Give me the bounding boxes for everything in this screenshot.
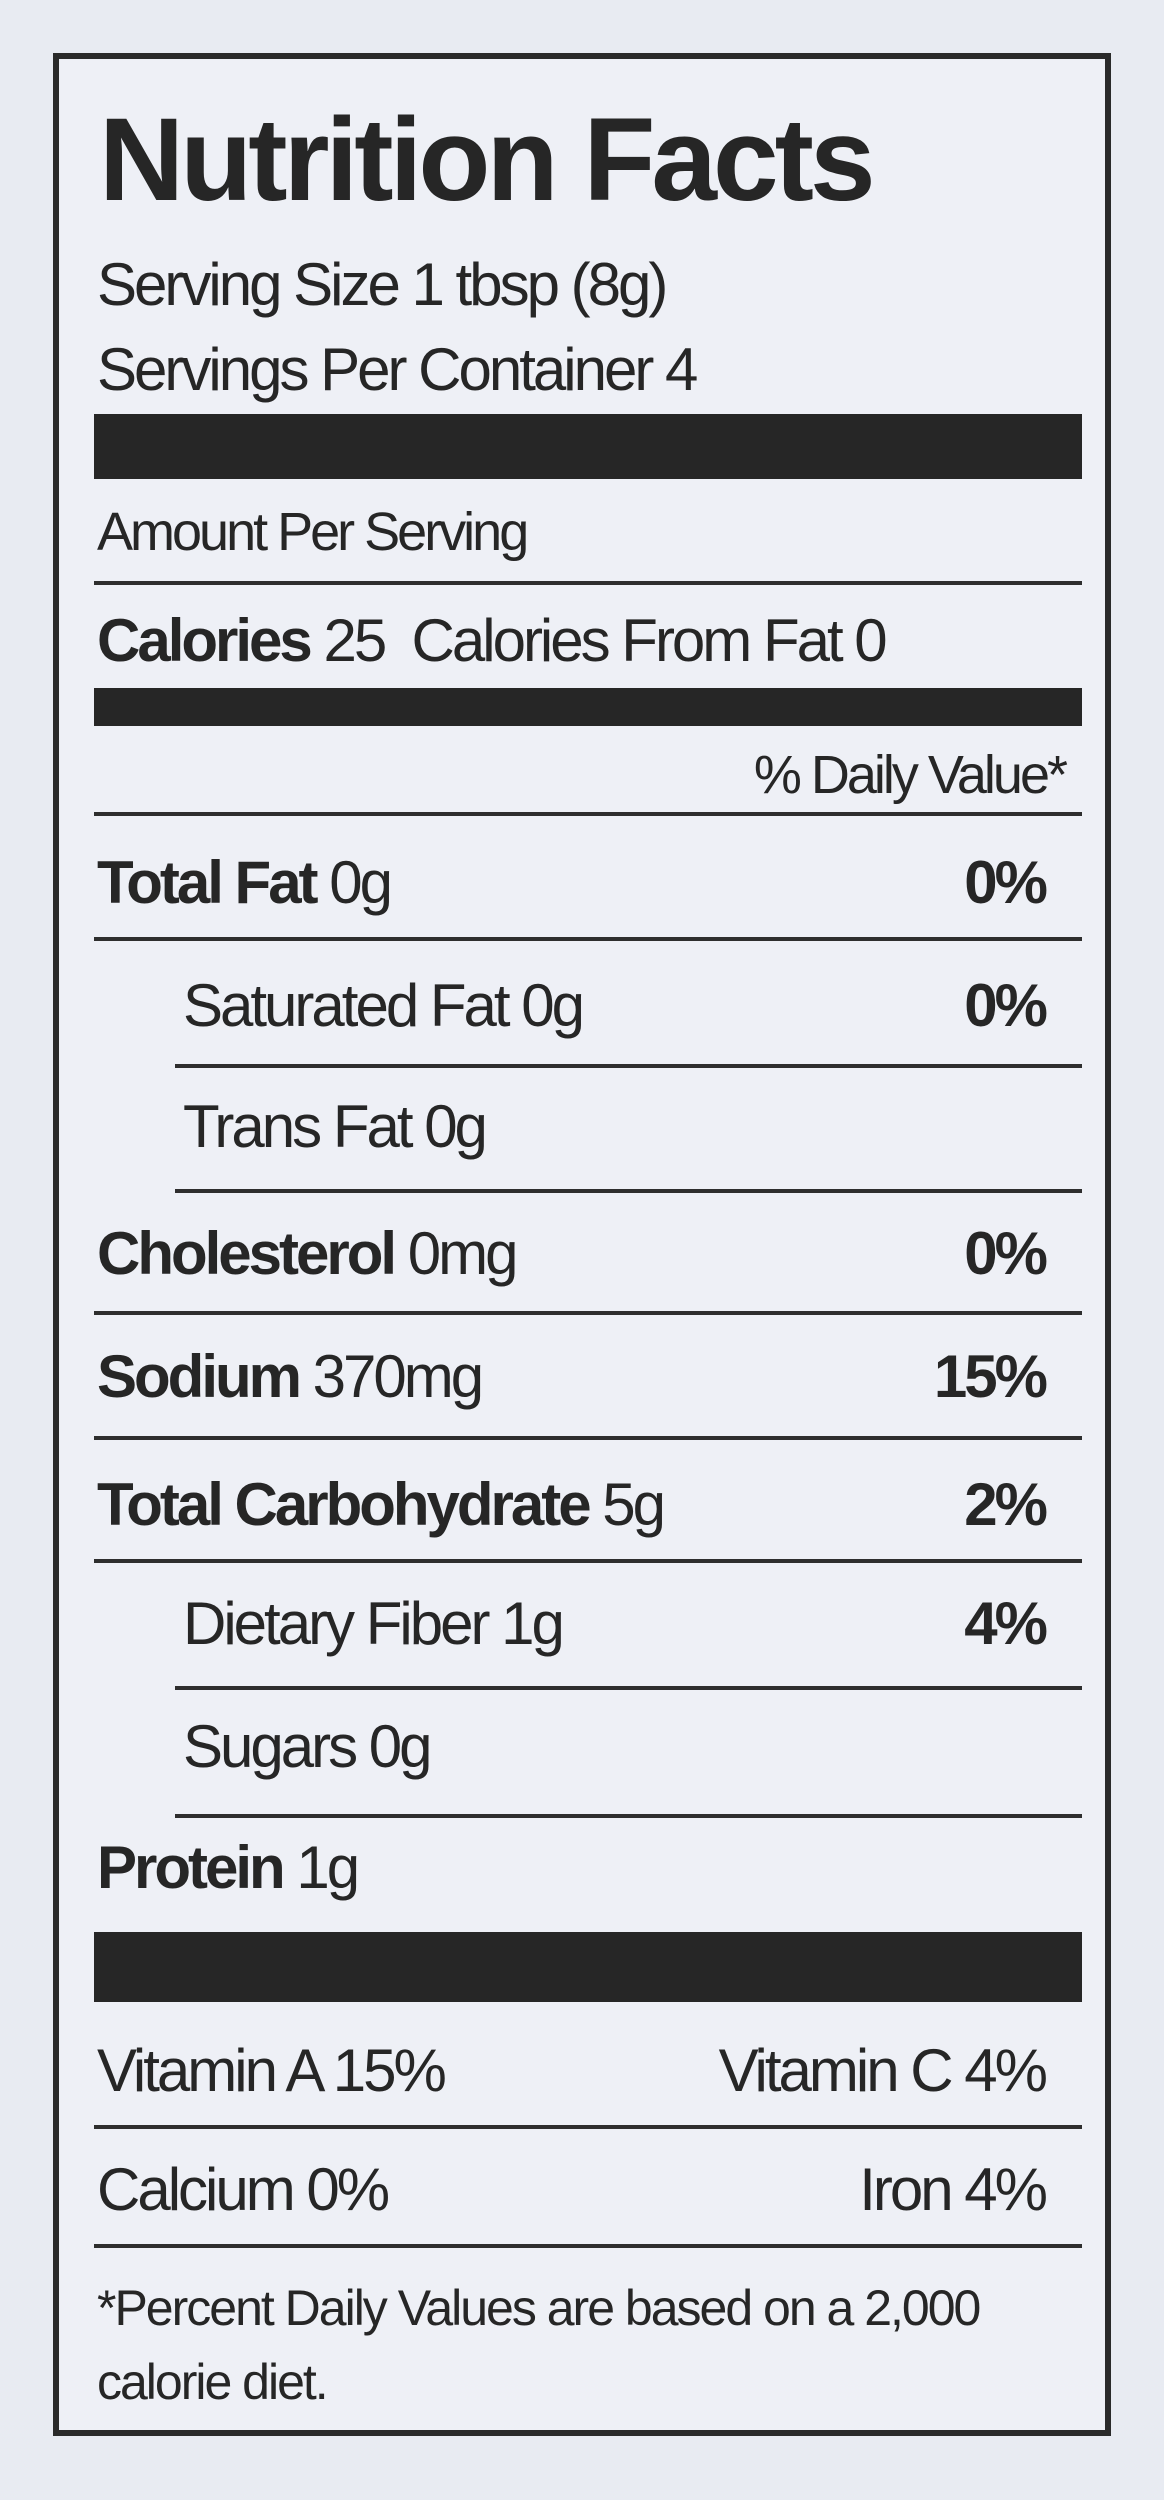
nutrient-label: Cholesterol [97,1220,397,1287]
title: Nutrition Facts [99,94,876,226]
divider [94,2244,1082,2248]
nutrient-amount: 5g [602,1471,666,1538]
vitamin-right: Iron 4% [859,2156,1048,2223]
calories-row: Calories 25 Calories From Fat 0 [97,606,888,676]
nutrient-amount: 1g [296,1834,360,1901]
nutrient-dv: 15% [933,1343,1048,1410]
nutrient-label: Trans Fat [183,1093,414,1160]
nutrient-label: Protein [97,1834,286,1901]
nutrient-label: Sugars [183,1713,358,1780]
nutrient-dv: 0% [964,1220,1048,1287]
nutrient-amount: 0g [424,1093,488,1160]
nutrient-label: Total Carbohydrate [97,1471,592,1538]
calories-from-fat: Calories From Fat 0 [411,607,888,674]
vitamin-right: Vitamin C 4% [718,2037,1048,2104]
medium-bar [94,688,1082,726]
divider [94,1559,1082,1563]
divider [94,937,1082,941]
daily-value-header: % Daily Value* [753,745,1068,805]
thick-bar [94,1932,1082,2002]
divider [94,1311,1082,1315]
nutrient-amount: 1g [501,1590,565,1657]
nutrient-amount: 0g [521,972,585,1039]
nutrient-dv: 0% [964,849,1048,916]
divider [175,1189,1082,1193]
nutrient-amount: 370mg [312,1343,484,1410]
calories-value: 25 [323,607,387,674]
vitamin-left: Calcium 0% [97,2156,390,2223]
calories-label: Calories [97,607,313,674]
amount-per-serving: Amount Per Serving [97,502,529,562]
nutrient-dv: 2% [964,1471,1048,1538]
footnote: *Percent Daily Values are based on a 2,0… [97,2280,981,2336]
divider [175,1814,1082,1818]
servings-per-container: Servings Per Container 4 [97,336,698,403]
nutrient-amount: 0mg [407,1220,519,1287]
divider [94,581,1082,585]
nutrient-label: Total Fat [97,849,319,916]
nutrient-label: Sodium [97,1343,302,1410]
divider [175,1686,1082,1690]
vitamin-left: Vitamin A 15% [97,2037,447,2104]
nutrient-label: Dietary Fiber [183,1590,490,1657]
divider [94,812,1082,816]
nutrient-label: Saturated Fat [183,972,511,1039]
nutrient-amount: 0g [368,1713,433,1780]
divider [175,1064,1082,1068]
thick-bar [94,414,1082,479]
nutrient-dv: 4% [964,1590,1048,1657]
nutrient-dv: 0% [964,972,1048,1039]
nutrition-label: Nutrition Facts Serving Size 1 tbsp (8g)… [53,53,1111,2436]
divider [94,2125,1082,2129]
footnote: calorie diet. [97,2354,329,2410]
divider [94,1436,1082,1440]
serving-size: Serving Size 1 tbsp (8g) [97,251,668,318]
nutrient-amount: 0g [329,849,393,916]
